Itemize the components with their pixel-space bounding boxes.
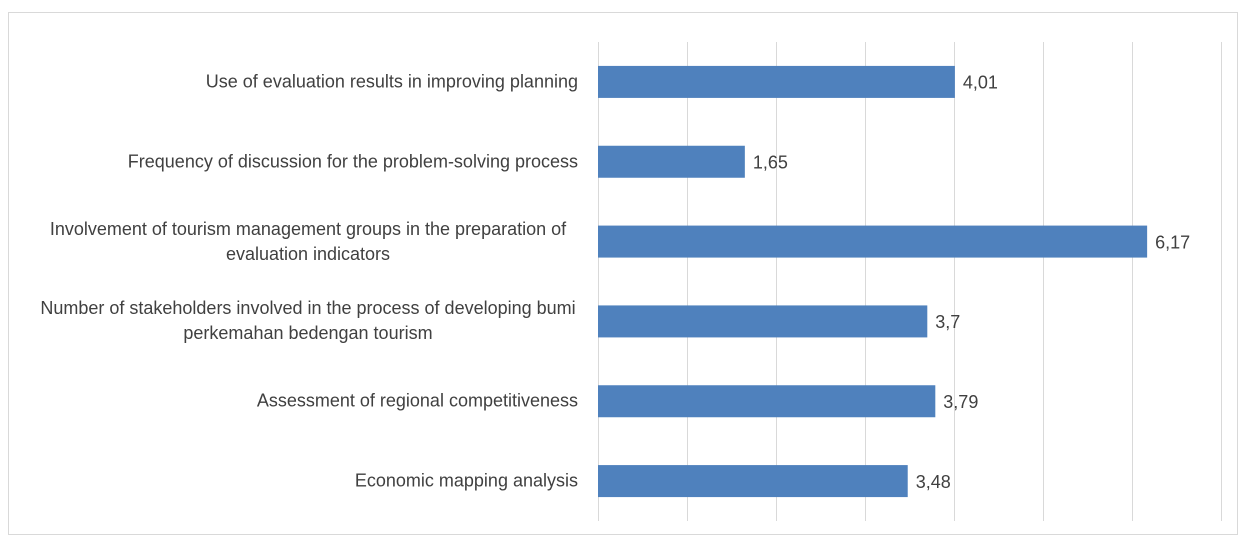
value-label: 4,01 xyxy=(963,73,998,93)
bar xyxy=(598,305,928,338)
bar xyxy=(598,225,1148,258)
bar xyxy=(598,65,955,98)
category-label: Assessment of regional competitiveness xyxy=(256,390,578,411)
value-label: 6,17 xyxy=(1155,232,1190,252)
bar xyxy=(598,465,908,498)
category-label: Use of evaluation results in improving p… xyxy=(205,71,578,92)
bar xyxy=(598,385,936,418)
category-label: Number of stakeholders involved in the p… xyxy=(40,298,576,344)
category-label: Involvement of tourism management groups… xyxy=(49,218,567,264)
category-label: Frequency of discussion for the problem-… xyxy=(127,151,578,172)
bar xyxy=(598,145,745,178)
value-label: 1,65 xyxy=(753,153,788,173)
value-label: 3,48 xyxy=(916,472,951,492)
category-label: Economic mapping analysis xyxy=(354,470,578,491)
value-label: 3,7 xyxy=(935,312,960,332)
value-label: 3,79 xyxy=(943,392,978,412)
chart-border xyxy=(8,12,1238,535)
